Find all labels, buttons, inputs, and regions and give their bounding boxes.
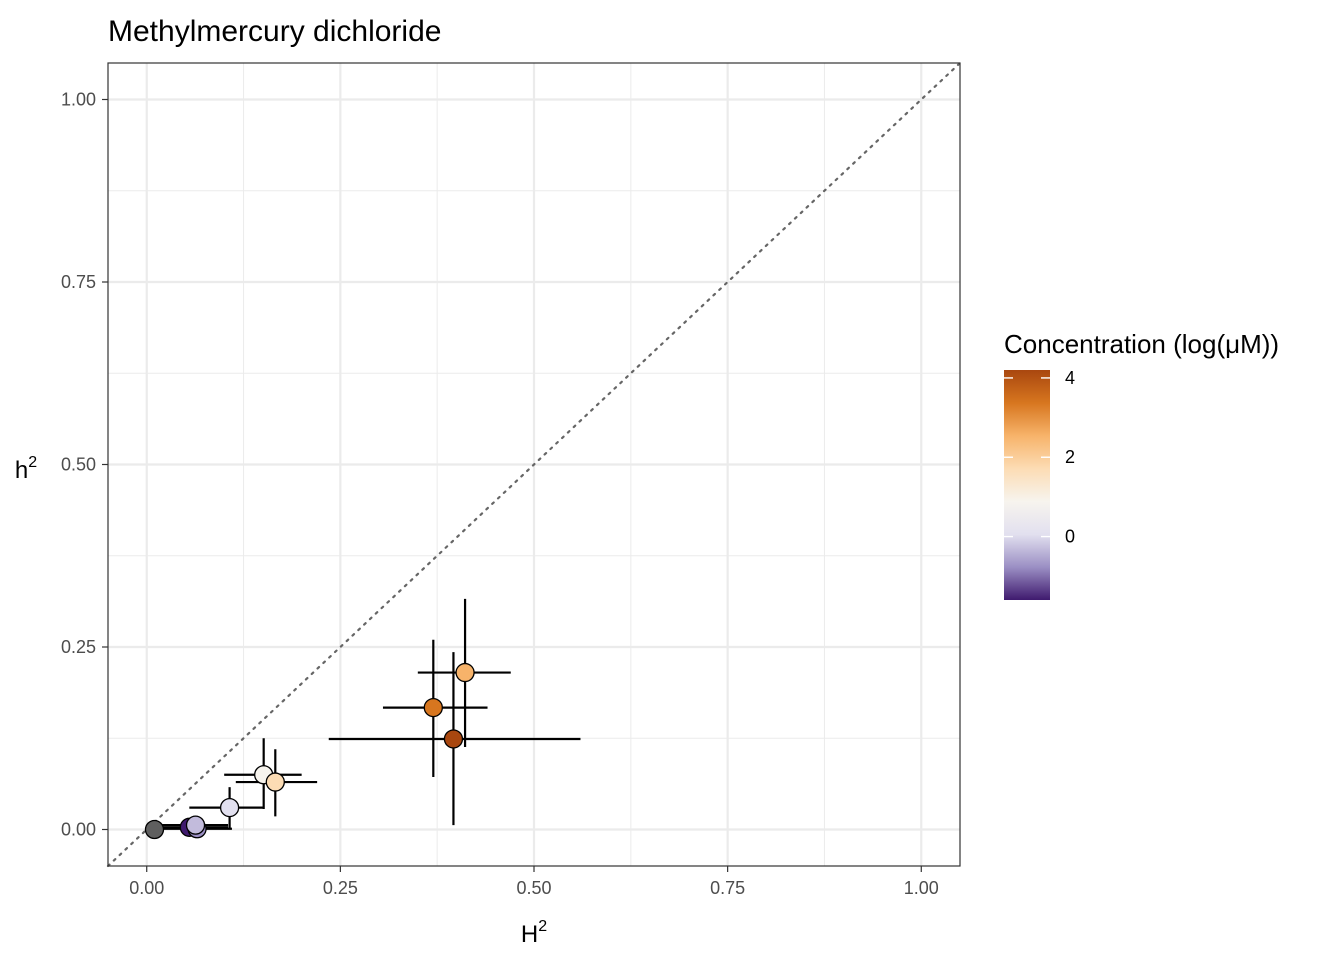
y-axis-label-base: h: [15, 457, 28, 484]
y-tick-label: 1.00: [61, 90, 96, 110]
y-tick-label: 0.25: [61, 637, 96, 657]
x-tick-label: 0.75: [710, 878, 745, 898]
x-tick-label: 0.00: [129, 878, 164, 898]
legend-tick-label: 2: [1065, 447, 1075, 467]
data-point: [265, 772, 285, 792]
y-axis-label-sup: 2: [28, 454, 37, 471]
legend-tick-label: 0: [1065, 527, 1075, 547]
identity-reference-line: [106, 61, 962, 868]
legend-ticks: 0 2 4: [1004, 368, 1075, 547]
data-point: [423, 697, 443, 718]
y-tick-label: 0.00: [61, 820, 96, 840]
data-point: [219, 797, 240, 818]
legend-tick-label: 4: [1065, 368, 1075, 388]
data-points: [144, 662, 475, 840]
x-axis: 0.00 0.25 0.50 0.75 1.00: [129, 866, 939, 898]
legend-colorbar: [1004, 370, 1050, 600]
major-gridlines: [108, 63, 960, 866]
y-tick-label: 0.50: [61, 455, 96, 475]
data-point: [144, 819, 165, 840]
chart-title: Methylmercury dichloride: [108, 15, 441, 48]
x-axis-label-base: H: [521, 921, 538, 948]
y-tick-label: 0.75: [61, 272, 96, 292]
x-tick-label: 0.25: [323, 878, 358, 898]
data-point: [455, 662, 475, 683]
x-tick-label: 0.50: [516, 878, 551, 898]
data-point: [185, 815, 206, 835]
x-tick-label: 1.00: [904, 878, 939, 898]
legend-title: Concentration (log(μM)): [1004, 329, 1279, 359]
plot-panel: [106, 61, 962, 868]
y-axis: 0.00 0.25 0.50 0.75 1.00: [61, 90, 108, 840]
color-legend: Concentration (log(μM)) 0 2 4: [1004, 329, 1279, 600]
data-point: [443, 729, 464, 749]
y-axis-label: h2: [15, 454, 37, 484]
x-axis-label: H2: [521, 918, 547, 948]
identity-line: [106, 61, 962, 868]
x-axis-label-sup: 2: [538, 918, 547, 935]
